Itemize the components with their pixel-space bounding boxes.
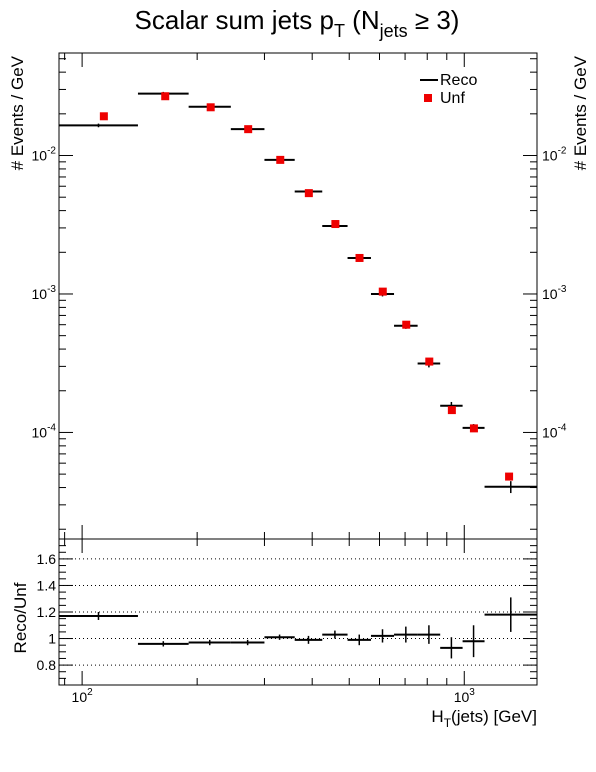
title-sub-t: T — [334, 21, 345, 41]
main-plot-tick-labels: 10-2 10-210-3 10-310-4 10-4 — [32, 146, 567, 441]
main-plot-marks — [59, 91, 537, 494]
chart-title: Scalar sum jets pT (Njets ≥ 3) — [135, 5, 460, 41]
ratio-y-tick-label: 1.6 — [37, 551, 57, 567]
x-axis-title-rest: (jets) [GeV] — [451, 707, 537, 726]
ratio-y-tick-label: 1 — [48, 631, 56, 647]
y-tick-label-right: 10-4 — [542, 422, 567, 440]
unf-marker — [402, 320, 411, 329]
tick-label-mantissa: 10 — [542, 424, 558, 440]
unf-marker — [355, 253, 364, 262]
unf-marker — [378, 287, 387, 296]
title-close: ≥ 3) — [408, 5, 460, 35]
tick-label-exponent: -3 — [47, 284, 56, 295]
y-tick-label-right: 10-2 — [542, 146, 567, 164]
y-tick-label-left: 10-3 — [32, 284, 57, 302]
unf-marker — [244, 125, 253, 134]
tick-label-exponent: -3 — [558, 284, 567, 295]
ratio-y-tick-label: 0.8 — [37, 657, 57, 673]
unf-marker — [99, 112, 108, 121]
tick-label-mantissa: 10 — [32, 286, 48, 302]
unf-marker — [425, 357, 434, 366]
title-open: (N — [345, 5, 380, 35]
unf-marker — [447, 406, 456, 415]
tick-label-mantissa: 10 — [454, 689, 470, 705]
unf-marker — [276, 155, 285, 164]
ratio-plot-marks — [59, 597, 537, 659]
tick-label-exponent: -2 — [47, 146, 56, 157]
tick-label-exponent: -4 — [558, 422, 567, 433]
y-tick-label-left: 10-2 — [32, 146, 57, 164]
unf-marker — [505, 472, 514, 481]
legend-reco-label: Reco — [440, 72, 477, 89]
x-tick-label: 102 — [72, 687, 94, 705]
tick-label-exponent: -4 — [47, 422, 56, 433]
x-axis-title: HT(jets) [GeV] — [431, 707, 537, 730]
tick-label-mantissa: 10 — [72, 689, 88, 705]
y-tick-label-left: 10-4 — [32, 422, 57, 440]
unf-marker — [331, 220, 340, 229]
unf-marker — [304, 189, 313, 198]
x-tick-label: 103 — [454, 687, 476, 705]
tick-label-mantissa: 10 — [542, 148, 558, 164]
tick-label-exponent: 3 — [469, 687, 475, 698]
unf-marker — [161, 92, 170, 101]
tick-label-exponent: 2 — [87, 687, 93, 698]
tick-label-mantissa: 10 — [542, 286, 558, 302]
title-sub-jets: jets — [379, 21, 408, 41]
title-main: Scalar sum jets p — [135, 5, 334, 35]
tick-label-mantissa: 10 — [32, 148, 48, 164]
main-plot-panel: 10-2 10-210-3 10-310-4 10-4 — [32, 52, 567, 540]
tick-label-exponent: -2 — [558, 146, 567, 157]
x-axis-title-sub: T — [444, 716, 452, 730]
tick-label-mantissa: 10 — [32, 424, 48, 440]
unf-marker — [469, 424, 478, 433]
ratio-y-tick-label: 1.2 — [37, 604, 57, 620]
legend-unf-label: Unf — [440, 90, 465, 107]
main-plot-ticks — [59, 53, 537, 539]
x-axis-title-main: H — [431, 707, 443, 726]
unf-marker — [206, 103, 215, 112]
ratio-y-tick-label: 1.4 — [37, 577, 57, 593]
ratio-y-axis-title: Reco/Unf — [11, 582, 30, 653]
legend-unf-swatch — [424, 94, 432, 102]
y-axis-title-right: # Events / GeV — [571, 55, 590, 170]
y-tick-label-right: 10-3 — [542, 284, 567, 302]
legend: Reco Unf — [420, 72, 477, 107]
y-axis-title-left: # Events / GeV — [8, 55, 27, 170]
ratio-plot-ticks — [59, 539, 537, 685]
